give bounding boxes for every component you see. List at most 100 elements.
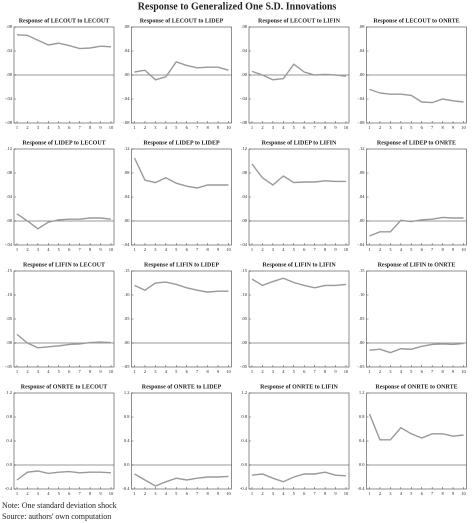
x-tick-label: 4 (282, 491, 285, 496)
y-tick-label: .08 (241, 170, 247, 175)
x-tick-label: 4 (165, 125, 168, 130)
y-tick-label: .00 (6, 340, 12, 345)
x-tick-label: 4 (400, 491, 403, 496)
x-tick-label: 10 (226, 125, 231, 130)
x-tick-label: 8 (324, 369, 327, 374)
x-tick-label: 9 (334, 247, 337, 252)
x-tick-label: 6 (421, 247, 424, 252)
x-tick-label: 9 (99, 125, 102, 130)
response-line (251, 471, 347, 483)
x-tick-label: 1 (368, 491, 370, 496)
x-tick-label: 9 (217, 369, 220, 374)
x-tick-label: 3 (154, 491, 157, 496)
x-tick-label: 5 (175, 369, 178, 374)
x-tick-label: 10 (461, 491, 466, 496)
plot-frame (13, 148, 115, 246)
x-tick-label: 1 (133, 247, 135, 252)
y-tick-label: .04 (124, 48, 130, 53)
plot-frame (366, 392, 467, 490)
y-tick-label: .00 (6, 218, 12, 223)
x-tick-label: 8 (89, 369, 92, 374)
x-tick-label: 9 (217, 247, 220, 252)
x-tick-label: 4 (400, 125, 403, 130)
x-tick-label: 10 (461, 125, 466, 130)
x-tick-label: 5 (175, 247, 178, 252)
y-tick-label: -.04 (122, 96, 130, 101)
plot-frame (366, 148, 467, 246)
x-tick-label: 10 (226, 369, 231, 374)
response-line (369, 88, 464, 104)
plot-frame (13, 392, 115, 490)
y-tick-label: -.05 (122, 364, 130, 369)
x-tick-label: 2 (144, 247, 146, 252)
x-tick-label: 3 (272, 247, 275, 252)
x-tick-label: 4 (47, 369, 50, 374)
x-tick-label: 6 (421, 125, 424, 130)
x-tick-label: 2 (379, 247, 381, 252)
y-tick-label: .00 (241, 218, 247, 223)
y-tick-label: .08 (124, 170, 130, 175)
x-tick-label: 7 (79, 369, 82, 374)
x-tick-label: 10 (109, 491, 114, 496)
y-tick-label: .08 (359, 24, 365, 29)
x-tick-label: 1 (251, 491, 253, 496)
y-tick-label: 1.2 (241, 390, 247, 395)
y-tick-label: .04 (359, 194, 365, 199)
x-tick-label: 3 (272, 369, 275, 374)
y-tick-label: 0.0 (241, 462, 247, 467)
y-tick-label: .10 (359, 292, 365, 297)
x-tick-label: 7 (79, 247, 82, 252)
x-tick-label: 4 (282, 125, 285, 130)
x-tick-label: 2 (26, 369, 28, 374)
y-tick-label: -.04 (5, 242, 13, 247)
x-tick-label: 2 (144, 125, 146, 130)
x-tick-label: 8 (206, 247, 209, 252)
y-tick-label: .00 (241, 340, 247, 345)
panel-title: Response of LECOUT to ONRTE (373, 18, 459, 24)
x-tick-label: 10 (109, 125, 114, 130)
panel-title: Response of ONRTE to LIDEP (142, 384, 222, 390)
y-tick-label: -0.4 (240, 486, 248, 491)
x-tick-label: 8 (441, 369, 444, 374)
y-tick-label: 0.4 (124, 438, 130, 443)
x-tick-label: 5 (293, 369, 296, 374)
y-tick-label: 1.2 (124, 390, 130, 395)
x-tick-label: 10 (344, 125, 349, 130)
x-tick-label: 3 (154, 125, 157, 130)
y-tick-label: .04 (6, 48, 12, 53)
x-tick-label: 9 (334, 491, 337, 496)
x-tick-label: 7 (196, 491, 199, 496)
y-tick-label: .15 (6, 268, 12, 273)
x-tick-label: 1 (251, 125, 253, 130)
y-tick-label: .12 (241, 146, 247, 151)
y-tick-label: .05 (241, 316, 247, 321)
y-tick-label: -.08 (240, 120, 248, 125)
panel-title: Response of LIDEP to ONRTE (377, 140, 456, 146)
x-tick-label: 5 (410, 491, 413, 496)
response-line (133, 157, 229, 189)
y-tick-label: -.04 (122, 242, 130, 247)
x-tick-label: 5 (410, 125, 413, 130)
y-tick-label: .00 (359, 340, 365, 345)
x-tick-label: 2 (26, 247, 28, 252)
response-line (251, 277, 347, 289)
y-tick-label: .05 (359, 316, 365, 321)
y-tick-label: .00 (124, 340, 130, 345)
x-tick-label: 2 (261, 369, 263, 374)
x-tick-label: 7 (196, 247, 199, 252)
y-tick-label: -.05 (5, 364, 13, 369)
x-tick-label: 2 (379, 369, 381, 374)
panel-title: Response of LIFIN to ONRTE (378, 262, 456, 268)
x-tick-label: 7 (431, 247, 434, 252)
panel-title: Response of LIDEP to LECOUT (22, 140, 105, 146)
x-tick-label: 7 (79, 491, 82, 496)
x-tick-label: 3 (272, 491, 275, 496)
x-tick-label: 8 (441, 125, 444, 130)
x-tick-label: 6 (186, 491, 189, 496)
source: Source: authors' own computation (2, 512, 111, 521)
y-tick-label: -.08 (122, 120, 130, 125)
x-tick-label: 8 (89, 247, 92, 252)
x-tick-label: 1 (133, 125, 135, 130)
x-tick-label: 7 (314, 369, 317, 374)
x-tick-label: 5 (58, 125, 61, 130)
